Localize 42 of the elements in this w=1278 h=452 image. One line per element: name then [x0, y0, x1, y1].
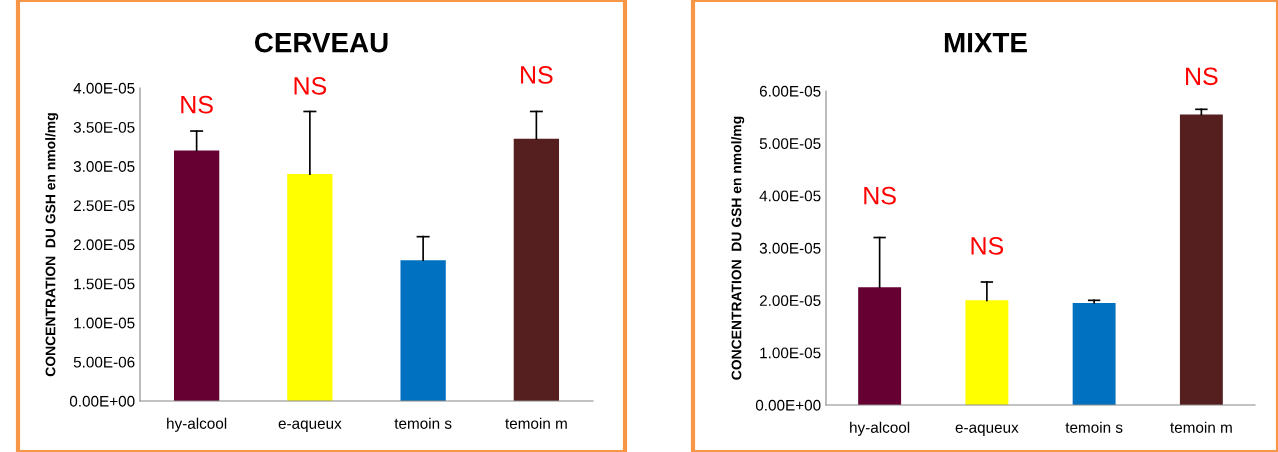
y-tick-label: 0.00E+00 — [755, 399, 821, 411]
bar — [1072, 302, 1116, 405]
x-tick-label: e-aqueux — [278, 420, 342, 432]
x-tick-label: temoin s — [394, 417, 452, 429]
x-tick-label: e-aqueux — [955, 424, 1019, 436]
annotation: NS — [971, 237, 1004, 255]
text: NS — [1186, 67, 1218, 86]
x-tick-label: hy-alcool — [167, 417, 227, 432]
annotation: NS — [181, 95, 213, 114]
y-tick-label: 2.00E-05 — [759, 295, 821, 307]
x-tick-label: temoin m — [505, 417, 567, 429]
y-tick-label: 1.50E-05 — [74, 278, 135, 290]
annotation: NS — [864, 186, 896, 205]
y-axis-title: CONCENTRATION DU GSH en nmol/mg — [45, 113, 59, 377]
bar — [287, 174, 333, 401]
y-tick-label: 5.00E-05 — [759, 138, 821, 150]
x-tick-label: temoin m — [1170, 421, 1232, 433]
y-tick-label: 3.50E-05 — [73, 121, 135, 133]
annotation: NS — [294, 77, 327, 95]
bar — [513, 138, 560, 401]
bar — [1179, 114, 1223, 405]
y-tick-label: 2.50E-05 — [73, 200, 135, 212]
y-tick-label: 1.00E-05 — [760, 347, 821, 359]
chart-title: MIXTE — [944, 33, 1027, 53]
y-tick-label: 6.00E-05 — [759, 85, 821, 97]
y-tick-label: 5.00E-06 — [73, 356, 135, 368]
x-tick-label: hy-alcool — [850, 421, 910, 436]
x-tick-label: temoin s — [1065, 421, 1123, 433]
chart-title: CERVEAU — [254, 32, 388, 53]
y-tick-label: 0.00E+00 — [69, 395, 135, 407]
bar — [173, 150, 220, 401]
bar — [400, 260, 446, 401]
bar — [965, 300, 1009, 405]
y-tick-label: 3.00E-05 — [73, 161, 135, 172]
y-tick-label: 4.00E-05 — [759, 190, 821, 202]
y-tick-label: 2.00E-05 — [73, 239, 135, 251]
y-tick-label: 1.00E-05 — [74, 317, 135, 329]
y-tick-label: 3.00E-05 — [759, 242, 821, 254]
y-axis-title: CONCENTRATION DU GSH en nmol/mg — [731, 116, 745, 380]
text: NS — [521, 66, 553, 84]
bar — [858, 287, 902, 405]
y-tick-label: 4.00E-05 — [73, 82, 135, 94]
